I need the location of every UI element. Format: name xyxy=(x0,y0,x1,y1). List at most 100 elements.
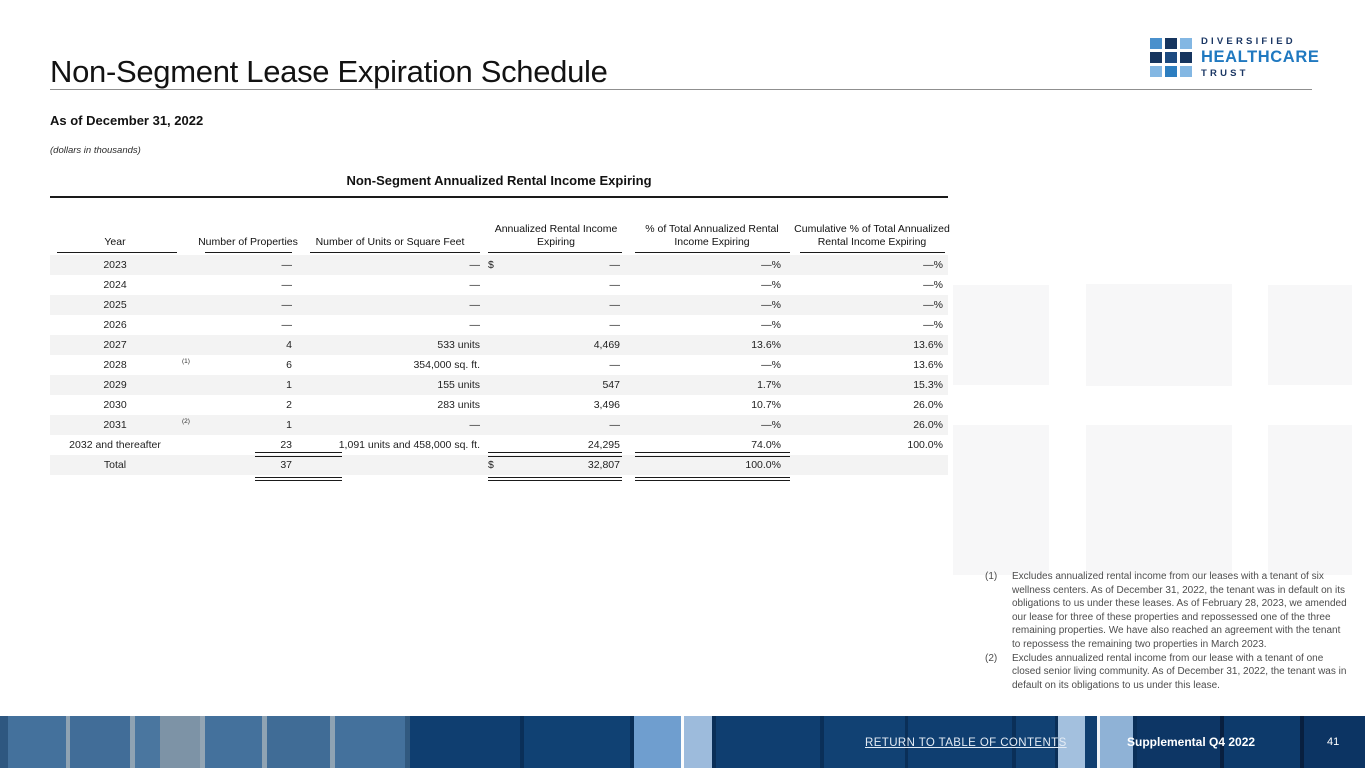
cell-props: 1 xyxy=(286,419,292,431)
cell-cum: —% xyxy=(923,319,943,331)
cell-income: — xyxy=(609,359,621,371)
cell-income: — xyxy=(609,259,621,271)
table-header: Year Number of Properties Number of Unit… xyxy=(50,201,949,250)
cell-year: 2024 xyxy=(103,279,127,291)
logo-line-healthcare: HEALTHCARE xyxy=(1201,48,1320,66)
cell-cum: 13.6% xyxy=(913,339,943,351)
cell-units: — xyxy=(469,319,481,331)
total-rule-below-properties xyxy=(255,477,342,481)
table-row: 2032 and thereafter 23 1,091 units and 458… xyxy=(50,435,948,455)
cell-units: 155 units xyxy=(437,379,480,391)
return-to-toc-link[interactable]: RETURN TO TABLE OF CONTENTS xyxy=(865,737,1067,749)
cell-income: 32,807 xyxy=(587,459,620,471)
ghost-box xyxy=(1268,425,1352,575)
column-header-properties: Number of Properties xyxy=(198,235,298,248)
logo-square xyxy=(1180,38,1192,49)
cell-props: 6 xyxy=(286,359,292,371)
footnote-marker: (2) xyxy=(985,652,998,664)
ghost-box xyxy=(953,285,1049,385)
cell-props: 2 xyxy=(286,399,292,411)
ghost-box xyxy=(953,425,1049,575)
table-row: 2025 — — — —% —% xyxy=(50,295,948,315)
logo-square xyxy=(1165,66,1177,77)
table-row: 2026 — — — —% —% xyxy=(50,315,948,335)
header-rule-income xyxy=(488,252,622,253)
cell-units: — xyxy=(469,279,481,291)
cell-year: 2032 and thereafter xyxy=(69,439,161,451)
cell-pct: —% xyxy=(761,259,781,271)
cell-cum: —% xyxy=(923,299,943,311)
cell-props: 23 xyxy=(280,439,292,451)
cell-props: 1 xyxy=(286,379,292,391)
footnote-item: (1) Excludes annualized rental income fro… xyxy=(985,570,1349,652)
cell-props: — xyxy=(281,319,293,331)
table-row: 2031 (2) 1 — — —% 26.0% xyxy=(50,415,948,435)
footnote-text: Excludes annualized rental income from o… xyxy=(1012,652,1347,691)
cell-cum: 15.3% xyxy=(913,379,943,391)
logo-line-trust: TRUST xyxy=(1201,68,1249,79)
cell-income: 24,295 xyxy=(587,439,620,451)
logo-grid-icon xyxy=(1150,38,1192,79)
column-header-year: Year xyxy=(104,235,126,248)
cell-units: 533 units xyxy=(437,339,480,351)
table-row-total: Total 37 $32,807 100.0% xyxy=(50,455,948,475)
column-header-units: Number of Units or Square Feet xyxy=(315,235,465,248)
lease-expiration-table: Non-Segment Annualized Rental Income Exp… xyxy=(50,165,950,487)
table-row: 2028 (1) 6 354,000 sq. ft. — —% 13.6% xyxy=(50,355,948,375)
ghost-box xyxy=(1268,285,1352,385)
cell-pct: —% xyxy=(761,279,781,291)
column-header-pct-total: % of Total Annualized Rental Income Expi… xyxy=(645,223,779,248)
header-rule-cumulative xyxy=(800,252,945,253)
page-title: Non-Segment Lease Expiration Schedule xyxy=(50,54,608,89)
logo-square xyxy=(1165,52,1177,63)
logo-square xyxy=(1150,66,1162,77)
total-rule-above-properties xyxy=(255,452,342,457)
header-rule-pct-total xyxy=(635,252,790,253)
cell-cum: —% xyxy=(923,259,943,271)
logo-line-diversified: DIVERSIFIED xyxy=(1201,36,1296,47)
logo-square xyxy=(1150,38,1162,49)
cell-props: — xyxy=(281,299,293,311)
table-title-rule xyxy=(50,196,948,198)
table-row: 2023 — — $ — —% —% xyxy=(50,255,948,275)
logo-square xyxy=(1180,52,1192,63)
footnotes: (1) Excludes annualized rental income fro… xyxy=(985,570,1349,692)
table-title: Non-Segment Annualized Rental Income Exp… xyxy=(346,173,652,188)
table-body: 2023 — — $ — —% —% 2024 — — — —% —% 2025 — — — —% —% 2026 — —… xyxy=(50,255,948,475)
cell-income: — xyxy=(609,319,621,331)
cell-pct: —% xyxy=(761,419,781,431)
cell-units: — xyxy=(469,299,481,311)
table-row: 2029 1 155 units 547 1.7% 15.3% xyxy=(50,375,948,395)
cell-cum: 26.0% xyxy=(913,419,943,431)
cell-cum: 100.0% xyxy=(907,439,943,451)
cell-year: 2027 xyxy=(103,339,127,351)
header-rule-properties xyxy=(205,252,292,253)
cell-props: — xyxy=(281,259,293,271)
cell-pct: 1.7% xyxy=(757,379,781,391)
cell-pct: —% xyxy=(761,299,781,311)
cell-fn: (1) xyxy=(182,358,190,365)
cell-fn: (2) xyxy=(182,418,190,425)
cell-year: Total xyxy=(103,459,127,471)
cell-income: — xyxy=(609,279,621,291)
logo-square xyxy=(1150,52,1162,63)
cell-pct: 10.7% xyxy=(751,399,781,411)
table-row: 2030 2 283 units 3,496 10.7% 26.0% xyxy=(50,395,948,415)
cell-year: 2028 xyxy=(103,359,127,371)
cell-dollar: $ xyxy=(488,459,494,471)
cell-dollar: $ xyxy=(488,259,494,271)
cell-cum: 26.0% xyxy=(913,399,943,411)
cell-units: 1,091 units and 458,000 sq. ft. xyxy=(338,439,480,451)
footnote-text: Excludes annualized rental income from o… xyxy=(1012,571,1347,650)
logo-square xyxy=(1165,38,1177,49)
cell-income: 3,496 xyxy=(593,399,620,411)
cell-pct: —% xyxy=(761,319,781,331)
cell-units: 283 units xyxy=(437,399,480,411)
logo-square xyxy=(1180,66,1192,77)
cell-income: 547 xyxy=(602,379,620,391)
column-header-cumulative: Cumulative % of Total Annualized Rental … xyxy=(794,223,950,248)
cell-cum: 13.6% xyxy=(913,359,943,371)
cell-income: 4,469 xyxy=(593,339,620,351)
cell-props: — xyxy=(281,279,293,291)
